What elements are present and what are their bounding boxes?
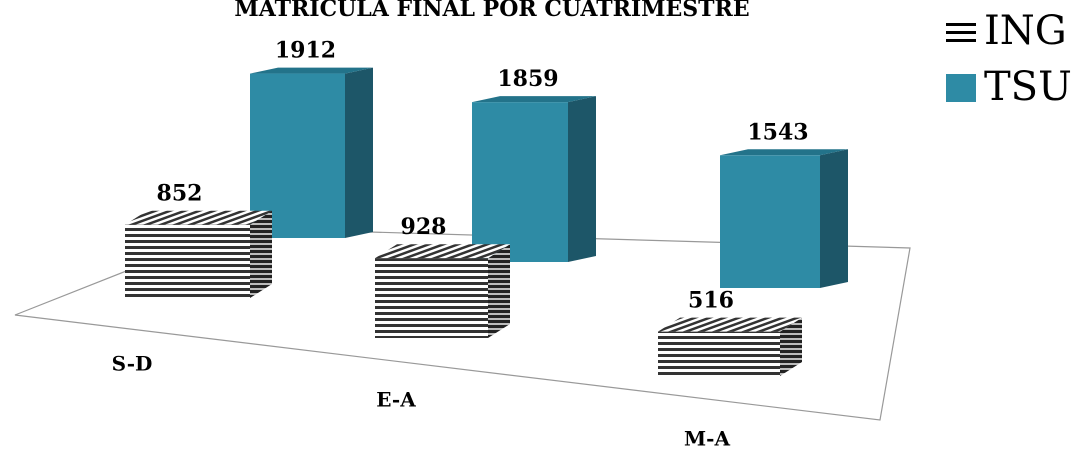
bar-top [658, 317, 802, 332]
data-label: 1859 [497, 66, 558, 92]
legend-swatch [946, 23, 976, 26]
data-label: 852 [157, 181, 203, 207]
x-tick-label: M-A [684, 427, 730, 449]
data-label: 1543 [747, 119, 808, 145]
bar [375, 258, 488, 338]
bar [125, 224, 250, 298]
data-label: 516 [688, 288, 734, 314]
bar-top [472, 96, 596, 103]
legend-label: TSU [984, 64, 1071, 110]
bar-side [820, 149, 848, 288]
bar-top [720, 149, 848, 156]
bar-side [488, 244, 510, 338]
bar-side [250, 210, 272, 298]
bar-top [125, 210, 272, 225]
bar-top [250, 67, 373, 74]
legend-swatch [946, 39, 976, 42]
data-label: 1912 [275, 38, 336, 64]
bar-side [568, 96, 596, 262]
bar-side [780, 317, 802, 376]
bar-side [345, 67, 373, 239]
legend-swatch [946, 31, 976, 34]
x-tick-label: S-D [112, 352, 153, 376]
x-tick-label: E-A [376, 388, 416, 412]
data-label: 928 [401, 214, 447, 240]
bar [658, 331, 780, 376]
bar [250, 73, 345, 239]
bar [720, 155, 820, 288]
legend-label: ING [984, 8, 1067, 54]
bar-top [375, 244, 510, 259]
bar [472, 102, 568, 262]
legend-swatch [946, 74, 976, 102]
chart-title: MATRICULA FINAL POR CUATRIMESTRE [234, 0, 749, 22]
